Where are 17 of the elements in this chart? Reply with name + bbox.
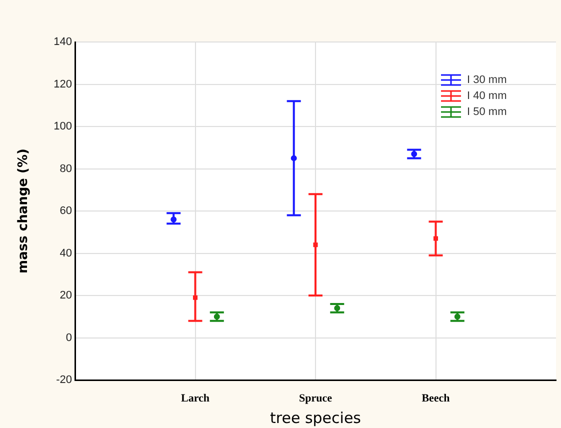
legend-label: I 50 mm	[467, 106, 507, 118]
x-tick-label: Beech	[422, 392, 450, 404]
legend-label: I 40 mm	[467, 90, 507, 102]
y-tick-label: 40	[60, 247, 72, 260]
y-tick-label: 20	[60, 290, 72, 302]
y-tick-label: 100	[54, 120, 72, 133]
x-axis-title: tree species	[270, 408, 362, 427]
y-tick-label: -20	[56, 374, 72, 386]
y-tick-label: 0	[66, 332, 72, 344]
legend-label: I 30 mm	[467, 74, 507, 86]
y-tick-label: 80	[60, 162, 72, 175]
y-tick-label: 60	[60, 205, 72, 218]
x-tick-label: Larch	[180, 392, 210, 404]
y-tick-label: 120	[54, 78, 72, 90]
y-axis-title: mass change (%)	[16, 148, 32, 274]
x-tick-label: Spruce	[299, 392, 332, 404]
y-tick-label: 140	[54, 36, 72, 48]
